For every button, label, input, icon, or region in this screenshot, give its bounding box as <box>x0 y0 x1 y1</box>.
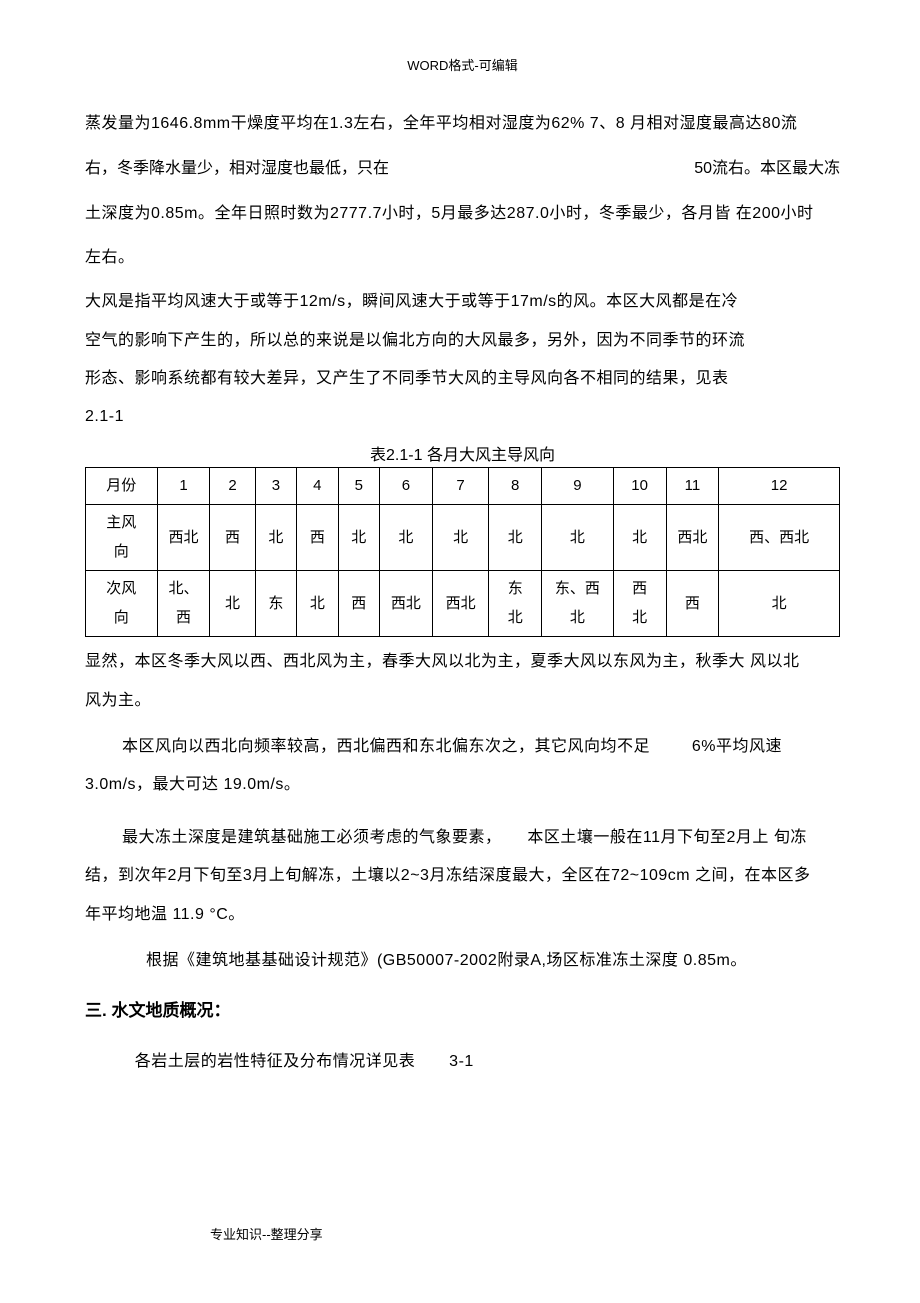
para-6: 空气的影响下产生的，所以总的来说是以偏北方向的大风最多，另外，因为不同季节的环流 <box>85 322 840 360</box>
month-cell: 8 <box>489 467 542 505</box>
para-10: 风为主。 <box>85 682 840 720</box>
wind-direction-table: 月份123456789101112主风向西北西北西北北北北北北西北西、西北次风向… <box>85 467 840 638</box>
secondary-wind-cell: 北 <box>210 571 255 637</box>
secondary-wind-cell: 东北 <box>489 571 542 637</box>
page-footer: 专业知识--整理分享 <box>210 1224 323 1243</box>
month-cell: 5 <box>338 467 379 505</box>
table-caption: 表2.1-1 各月大风主导风向 <box>85 441 840 465</box>
month-cell: 10 <box>613 467 666 505</box>
para-7: 形态、影响系统都有较大差异，又产生了不同季节大风的主导风向各不相同的结果，见表 <box>85 360 840 398</box>
secondary-wind-cell: 北、西 <box>157 571 210 637</box>
main-wind-cell: 北 <box>489 505 542 571</box>
para-9: 显然，本区冬季大风以西、西北风为主，春季大风以北为主，夏季大风以东风为主，秋季大… <box>85 643 840 681</box>
para-17a: 各岩土层的岩性特征及分布情况详见表 <box>135 1053 416 1070</box>
month-cell: 2 <box>210 467 255 505</box>
secondary-wind-cell: 北 <box>297 571 338 637</box>
para-13b: 本区土壤一般在11月下旬至2月上 旬冻 <box>527 829 806 846</box>
main-wind-cell: 西北 <box>666 505 719 571</box>
secondary-wind-cell: 西 <box>338 571 379 637</box>
paragraph-block-2: 大风是指平均风速大于或等于12m/s，瞬间风速大于或等于17m/s的风。本区大风… <box>85 283 840 437</box>
para-1: 蒸发量为1646.8mm干燥度平均在1.3左右，全年平均相对湿度为62% 7、8… <box>85 102 840 147</box>
para-12: 3.0m/s，最大可达 19.0m/s。 <box>85 766 840 804</box>
main-wind-cell: 北 <box>338 505 379 571</box>
para-17b: 3-1 <box>449 1053 474 1070</box>
para-16-text: 根据《建筑地基基础设计规范》(GB50007-2002附录A,场区标准冻土深度 … <box>146 952 747 969</box>
row-header-secondary: 次风向 <box>86 571 158 637</box>
para-16: 根据《建筑地基基础设计规范》(GB50007-2002附录A,场区标准冻土深度 … <box>85 942 840 980</box>
month-cell: 12 <box>719 467 840 505</box>
para-14: 结，到次年2月下旬至3月上旬解冻，土壤以2~3月冻结深度最大，全区在72~109… <box>85 857 840 895</box>
main-wind-cell: 西北 <box>157 505 210 571</box>
main-wind-cell: 西 <box>297 505 338 571</box>
para-13a: 最大冻土深度是建筑基础施工必须考虑的气象要素， <box>122 829 502 846</box>
secondary-wind-cell: 西北 <box>380 571 433 637</box>
page-header: WORD格式-可编辑 <box>85 55 840 74</box>
main-wind-cell: 北 <box>432 505 489 571</box>
para-4: 左右。 <box>85 236 840 281</box>
month-cell: 6 <box>380 467 433 505</box>
secondary-wind-cell: 西 <box>666 571 719 637</box>
secondary-wind-cell: 东 <box>255 571 296 637</box>
month-cell: 11 <box>666 467 719 505</box>
main-wind-cell: 北 <box>613 505 666 571</box>
section-3-heading: 三. 水文地质概况： <box>85 996 840 1021</box>
para-11a: 本区风向以西北向频率较高，西北偏西和东北偏东次之，其它风向均不足 <box>122 738 650 755</box>
table-row-main-wind: 主风向西北西北西北北北北北北西北西、西北 <box>86 505 840 571</box>
month-cell: 9 <box>542 467 614 505</box>
para-8: 2.1-1 <box>85 398 840 436</box>
month-cell: 4 <box>297 467 338 505</box>
main-wind-cell: 北 <box>380 505 433 571</box>
page-container: WORD格式-可编辑 蒸发量为1646.8mm干燥度平均在1.3左右，全年平均相… <box>0 0 920 1082</box>
table-row-months: 月份123456789101112 <box>86 467 840 505</box>
paragraph-block-3: 显然，本区冬季大风以西、西北风为主，春季大风以北为主，夏季大风以东风为主，秋季大… <box>85 643 840 980</box>
paragraph-block-1: 蒸发量为1646.8mm干燥度平均在1.3左右，全年平均相对湿度为62% 7、8… <box>85 102 840 281</box>
main-wind-cell: 北 <box>542 505 614 571</box>
para-17: 各岩土层的岩性特征及分布情况详见表 3-1 <box>85 1043 840 1081</box>
para-11b: 6%平均风速 <box>692 738 782 755</box>
para-3: 土深度为0.85m。全年日照时数为2777.7小时，5月最多达287.0小时，冬… <box>85 192 840 237</box>
secondary-wind-cell: 西北 <box>432 571 489 637</box>
para-13: 最大冻土深度是建筑基础施工必须考虑的气象要素， 本区土壤一般在11月下旬至2月上… <box>85 819 840 857</box>
main-wind-cell: 西 <box>210 505 255 571</box>
para-11: 本区风向以西北向频率较高，西北偏西和东北偏东次之，其它风向均不足 6%平均风速 <box>85 728 840 766</box>
month-cell: 1 <box>157 467 210 505</box>
para-5: 大风是指平均风速大于或等于12m/s，瞬间风速大于或等于17m/s的风。本区大风… <box>85 283 840 321</box>
para-2-left: 右，冬季降水量少，相对湿度也最低，只在 <box>85 147 389 192</box>
para-2-split: 右，冬季降水量少，相对湿度也最低，只在 50流右。本区最大冻 <box>85 147 840 192</box>
para-2-right: 50流右。本区最大冻 <box>694 147 840 192</box>
table-row-secondary-wind: 次风向北、西北东北西西北西北东北东、西北西北西北 <box>86 571 840 637</box>
row-header-main: 主风向 <box>86 505 158 571</box>
para-15: 年平均地温 11.9 °C。 <box>85 896 840 934</box>
month-cell: 3 <box>255 467 296 505</box>
secondary-wind-cell: 西北 <box>613 571 666 637</box>
secondary-wind-cell: 北 <box>719 571 840 637</box>
secondary-wind-cell: 东、西北 <box>542 571 614 637</box>
table-body: 月份123456789101112主风向西北西北西北北北北北北西北西、西北次风向… <box>86 467 840 637</box>
main-wind-cell: 西、西北 <box>719 505 840 571</box>
main-wind-cell: 北 <box>255 505 296 571</box>
row-header-month: 月份 <box>86 467 158 505</box>
month-cell: 7 <box>432 467 489 505</box>
